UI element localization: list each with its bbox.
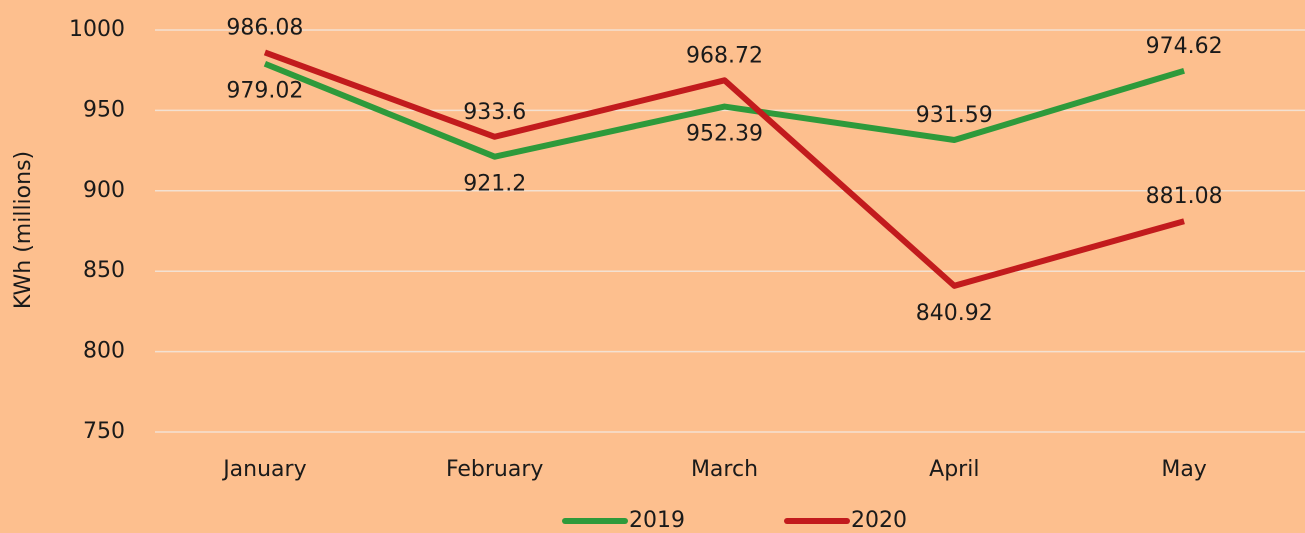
data-label: 921.2 [463, 172, 526, 197]
y-tick-label: 900 [83, 178, 125, 203]
series-line [263, 49, 1185, 289]
data-label: 986.08 [226, 15, 303, 40]
y-tick-label: 1000 [69, 17, 125, 42]
legend-label: 2020 [851, 508, 907, 533]
x-tick-label: March [691, 457, 758, 482]
data-label: 840.92 [916, 301, 993, 326]
data-label: 952.39 [686, 122, 763, 147]
data-label: 974.62 [1146, 34, 1223, 59]
data-label: 933.6 [463, 100, 526, 125]
y-tick-label: 800 [83, 339, 125, 364]
x-tick-label: April [929, 457, 979, 482]
x-tick-label: January [221, 457, 306, 482]
data-label: 931.59 [916, 103, 993, 128]
x-tick-label: May [1161, 457, 1206, 482]
data-label: 881.08 [1146, 184, 1223, 209]
y-tick-label: 950 [83, 97, 125, 122]
series-line [263, 60, 1185, 160]
y-tick-label: 850 [83, 258, 125, 283]
data-label: 968.72 [686, 43, 763, 68]
data-label: 979.02 [226, 79, 303, 104]
legend-label: 2019 [629, 508, 685, 533]
y-axis-label: KWh (millions) [11, 151, 36, 309]
x-tick-label: February [446, 457, 544, 482]
y-tick-label: 750 [83, 419, 125, 444]
